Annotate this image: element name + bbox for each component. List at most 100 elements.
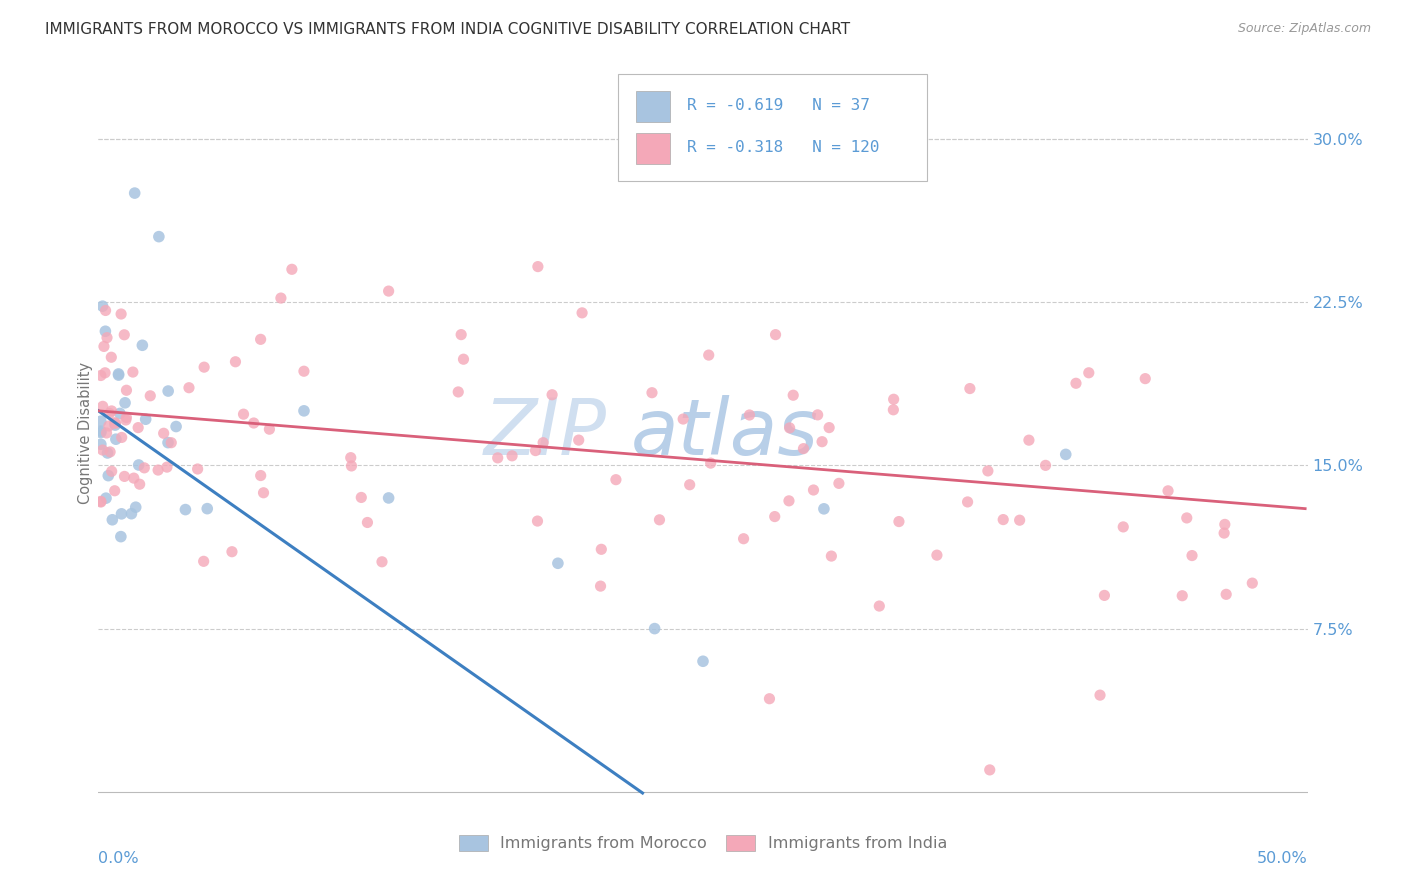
Point bbox=[1171, 589, 1194, 603]
Point bbox=[648, 513, 671, 527]
Point bbox=[270, 291, 292, 305]
Point bbox=[125, 500, 148, 515]
Point bbox=[803, 483, 825, 497]
Point bbox=[1077, 366, 1099, 380]
Point bbox=[90, 425, 112, 440]
Point bbox=[541, 388, 564, 402]
Point bbox=[90, 414, 112, 428]
Point bbox=[90, 424, 112, 438]
Text: R = -0.318   N = 120: R = -0.318 N = 120 bbox=[688, 140, 880, 155]
Point bbox=[524, 443, 547, 458]
Point bbox=[782, 388, 804, 402]
Point bbox=[1215, 587, 1237, 601]
Point bbox=[1088, 688, 1111, 702]
Point bbox=[1018, 433, 1040, 447]
Point bbox=[249, 468, 271, 483]
Point bbox=[453, 352, 475, 367]
Point bbox=[100, 404, 122, 418]
Point bbox=[1181, 549, 1204, 563]
Point bbox=[115, 410, 138, 425]
Point bbox=[112, 327, 135, 342]
Point bbox=[174, 502, 197, 516]
Point bbox=[1035, 458, 1057, 473]
Point bbox=[146, 463, 169, 477]
Point bbox=[131, 338, 153, 352]
Point bbox=[221, 545, 243, 559]
Point bbox=[571, 306, 593, 320]
Point bbox=[811, 434, 834, 449]
Bar bbox=[637, 133, 671, 164]
Y-axis label: Cognitive Disability: Cognitive Disability bbox=[77, 361, 93, 504]
Point bbox=[779, 421, 801, 435]
Point bbox=[104, 416, 127, 430]
FancyBboxPatch shape bbox=[619, 73, 927, 181]
Point bbox=[1157, 483, 1180, 498]
Point bbox=[979, 763, 1001, 777]
Point bbox=[135, 412, 157, 426]
Point bbox=[679, 477, 702, 491]
Point bbox=[195, 501, 218, 516]
Point bbox=[104, 418, 127, 433]
Point bbox=[97, 468, 120, 483]
Point bbox=[644, 622, 666, 636]
Point bbox=[1064, 376, 1087, 391]
Point bbox=[148, 229, 170, 244]
Point bbox=[699, 456, 721, 470]
Point bbox=[156, 460, 179, 475]
Point bbox=[1213, 517, 1236, 532]
Point bbox=[792, 442, 814, 456]
Point bbox=[98, 445, 121, 459]
Point bbox=[527, 260, 550, 274]
Point bbox=[108, 406, 131, 420]
Point bbox=[101, 513, 124, 527]
Point bbox=[160, 435, 183, 450]
Point bbox=[377, 284, 399, 298]
Point bbox=[114, 396, 136, 410]
Point bbox=[818, 420, 841, 434]
Point bbox=[252, 485, 274, 500]
Point bbox=[568, 433, 591, 447]
Point bbox=[104, 432, 127, 446]
Point bbox=[124, 186, 146, 200]
Point bbox=[356, 516, 378, 530]
Point bbox=[1112, 520, 1135, 534]
Point bbox=[1094, 588, 1116, 602]
Point bbox=[193, 554, 215, 568]
Point bbox=[738, 408, 761, 422]
Point bbox=[956, 495, 979, 509]
Point bbox=[90, 494, 112, 508]
Point bbox=[977, 464, 1000, 478]
Point bbox=[526, 514, 548, 528]
Point bbox=[340, 458, 363, 473]
Point bbox=[93, 339, 115, 353]
Point bbox=[177, 381, 200, 395]
Point bbox=[115, 384, 138, 398]
Point bbox=[94, 303, 117, 318]
Point bbox=[134, 460, 156, 475]
Point bbox=[91, 400, 114, 414]
Point bbox=[90, 437, 112, 451]
Point bbox=[157, 435, 180, 450]
Point bbox=[139, 389, 162, 403]
Point bbox=[100, 464, 122, 478]
Point bbox=[110, 307, 132, 321]
Bar bbox=[637, 91, 671, 121]
Point bbox=[127, 420, 149, 434]
Point bbox=[114, 469, 136, 483]
Point bbox=[807, 408, 830, 422]
Point bbox=[249, 332, 271, 346]
Point bbox=[292, 364, 315, 378]
Point bbox=[96, 331, 118, 345]
Point bbox=[98, 407, 121, 421]
Text: Source: ZipAtlas.com: Source: ZipAtlas.com bbox=[1237, 22, 1371, 36]
Point bbox=[672, 412, 695, 426]
Point bbox=[187, 462, 209, 476]
Point bbox=[813, 501, 835, 516]
Point bbox=[292, 404, 315, 418]
Point bbox=[110, 507, 132, 521]
Point bbox=[339, 450, 361, 465]
Point bbox=[531, 435, 554, 450]
Point bbox=[486, 450, 509, 465]
Point bbox=[959, 382, 981, 396]
Point bbox=[107, 367, 129, 381]
